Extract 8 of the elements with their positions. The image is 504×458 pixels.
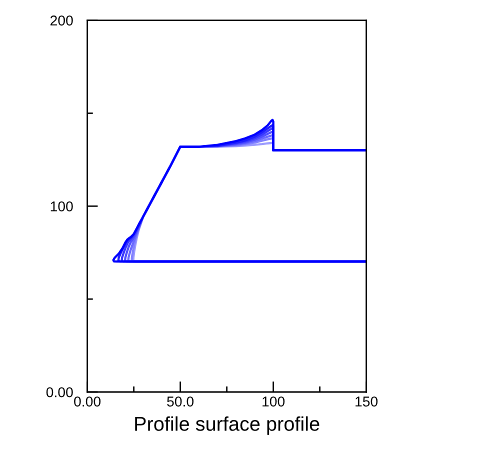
x-tick-label: 100 (262, 396, 285, 407)
x-axis-title: Profile surface profile (135, 416, 320, 435)
x-tick-label: 150 (356, 396, 378, 407)
y-tick-label: 100 (50, 201, 73, 212)
x-tick-label: 50.0 (167, 396, 194, 407)
y-tick-label: 200 (50, 16, 73, 26)
x-tick-label: 0.00 (74, 396, 101, 407)
y-tick-label: 0.00 (46, 387, 73, 398)
